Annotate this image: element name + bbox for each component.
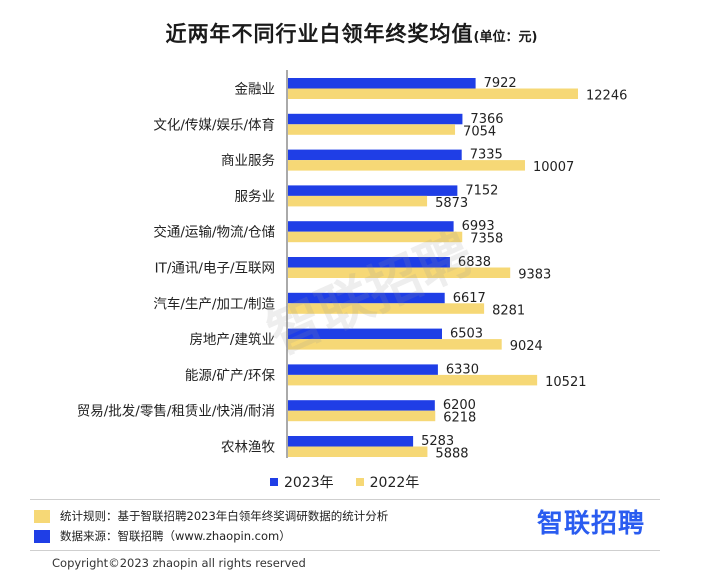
data-label-2022: 10521 [545, 375, 586, 390]
category-label: 房地产/建筑业 [189, 332, 275, 348]
bar-2022 [288, 160, 525, 171]
bar-2023 [288, 257, 450, 268]
bar-2022 [288, 339, 502, 350]
note-rule-text: 统计规则：基于智联招聘2023年白领年终奖调研数据的统计分析 [60, 509, 389, 523]
chart-title-main: 近两年不同行业白领年终奖均值 [165, 22, 474, 46]
legend-label-2023: 2023年 [284, 475, 334, 491]
bar-2023 [288, 292, 445, 304]
category-label: 金融业 [235, 82, 276, 98]
data-label-2023: 6503 [450, 327, 483, 342]
bar-2023 [288, 113, 463, 125]
category-label: 文化/传媒/娱乐/体育 [153, 117, 275, 133]
data-label-2022: 7054 [463, 124, 496, 139]
bar-2023 [288, 364, 438, 375]
data-label-2023: 6617 [453, 291, 486, 306]
chart-legend: 2023年 2022年 [270, 472, 419, 492]
bar-2022 [288, 231, 463, 243]
legend-item-2023: 2023年 [270, 472, 334, 492]
chart-title: 近两年不同行业白领年终奖均值(单位：元) [0, 18, 703, 48]
category-label: 商业服务 [221, 153, 275, 169]
note-source: 数据来源：智联招聘（www.zhaopin.com） [34, 528, 291, 544]
note-rule: 统计规则：基于智联招聘2023年白领年终奖调研数据的统计分析 [34, 508, 388, 524]
legend-item-2022: 2022年 [355, 472, 420, 492]
bar-2023 [288, 328, 442, 340]
legend-swatch-2023 [270, 478, 278, 486]
legend-swatch-2022 [355, 478, 364, 486]
bar-2023 [288, 400, 435, 411]
data-label-2023: 6993 [462, 219, 495, 234]
zhaopin-logo: 智联招聘 [536, 509, 645, 539]
data-label-2022: 7358 [470, 232, 503, 247]
bar-2022 [288, 410, 436, 422]
data-label-2023: 7335 [470, 148, 503, 163]
copyright-text: Copyright©2023 zhaopin all rights reserv… [52, 556, 306, 570]
bar-2022 [288, 195, 428, 207]
chart-title-unit: (单位：元) [473, 30, 538, 45]
data-label-2023: 7922 [484, 76, 517, 91]
bar-2022 [288, 267, 511, 278]
footer-divider-bottom [30, 550, 660, 551]
bar-2023 [288, 221, 454, 232]
category-label: 贸易/批发/零售/租赁业/快消/耐消 [77, 404, 275, 420]
bar-2023 [288, 436, 414, 447]
note-source-marker [34, 529, 50, 543]
data-label-2023: 5283 [421, 434, 454, 449]
data-label-2022: 5873 [435, 196, 468, 211]
data-label-2023: 6330 [446, 362, 479, 377]
bar-2022 [288, 124, 456, 135]
category-label: IT/通讯/电子/互联网 [155, 261, 275, 277]
bar-2023 [288, 78, 476, 89]
note-source-text: 数据来源：智联招聘（www.zhaopin.com） [60, 529, 291, 543]
data-label-2023: 7152 [465, 183, 498, 198]
data-label-2022: 12246 [586, 89, 627, 104]
category-label: 农林渔牧 [221, 440, 275, 456]
footer-divider [30, 499, 660, 500]
category-label: 汽车/生产/加工/制造 [153, 295, 275, 312]
data-label-2023: 7366 [470, 112, 503, 127]
bar-2022 [288, 303, 485, 314]
data-label-2023: 6200 [443, 398, 476, 413]
bar-2022 [288, 446, 428, 457]
data-label-2023: 6838 [458, 255, 491, 270]
data-label-2022: 5888 [435, 447, 468, 462]
bar-2022 [288, 374, 538, 386]
bar-2023 [288, 149, 462, 161]
data-label-2022: 9024 [510, 339, 543, 354]
legend-label-2022: 2022年 [369, 475, 420, 491]
note-rule-marker [34, 509, 50, 523]
data-label-2022: 6218 [443, 411, 476, 426]
bar-2022 [288, 88, 578, 99]
bar-2023 [288, 185, 458, 196]
category-label: 交通/运输/物流/仓储 [153, 224, 275, 241]
data-label-2022: 8281 [492, 303, 525, 318]
data-label-2022: 9383 [518, 268, 551, 283]
category-label: 服务业 [235, 189, 276, 205]
data-label-2022: 10007 [533, 160, 574, 175]
category-label: 能源/矿产/环保 [185, 368, 276, 384]
